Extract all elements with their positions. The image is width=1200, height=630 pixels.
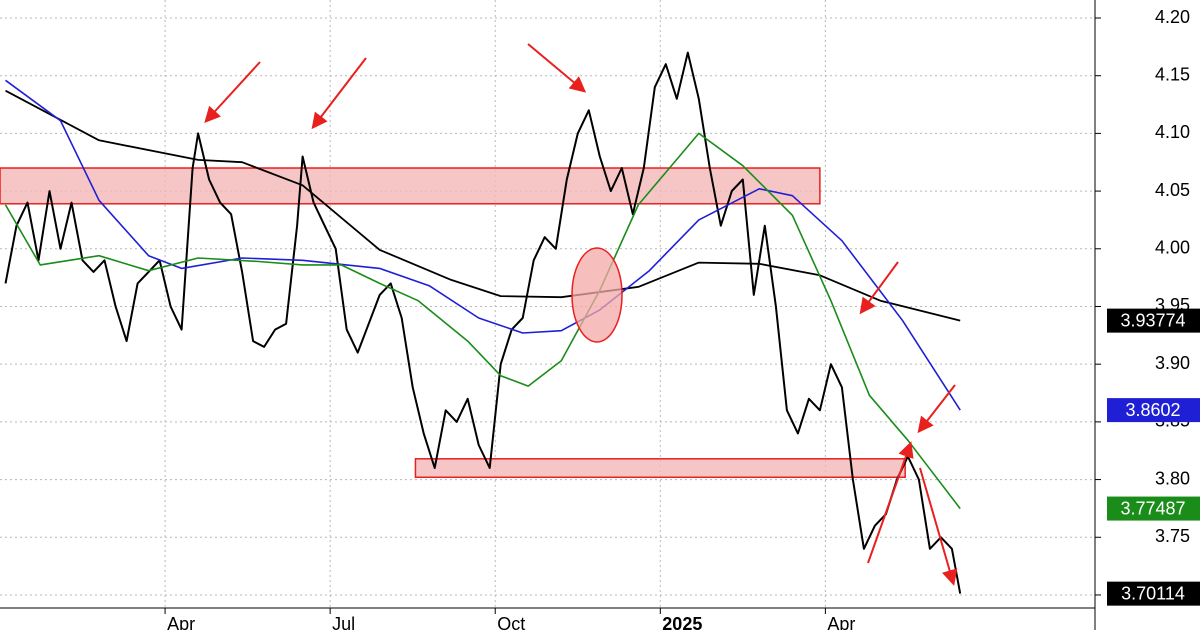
series-line xyxy=(5,79,961,411)
y-tick-label: 4.00 xyxy=(1155,238,1190,258)
lines xyxy=(4,51,962,594)
last-value-box xyxy=(1107,308,1200,333)
x-tick-label: Jul xyxy=(332,614,355,630)
last-value-label: 3.77487 xyxy=(1120,498,1185,518)
y-tick-label: 4.20 xyxy=(1155,7,1190,27)
x-tick-label: Apr xyxy=(827,614,855,630)
arrow xyxy=(917,384,956,434)
series-line xyxy=(4,51,962,594)
arrow xyxy=(867,441,914,564)
arrow xyxy=(527,43,587,93)
arrows xyxy=(204,43,958,586)
x-tick-label: 2025 xyxy=(662,614,702,630)
arrow xyxy=(859,261,899,315)
x-tick-label: Apr xyxy=(167,614,195,630)
y-tick-label: 4.05 xyxy=(1155,180,1190,200)
zones xyxy=(0,167,906,479)
y-tick-label: 3.80 xyxy=(1155,468,1190,488)
last-value-label: 3.70114 xyxy=(1121,583,1185,603)
price-zone xyxy=(0,167,821,205)
highlight-ellipse xyxy=(571,247,623,343)
series-line xyxy=(4,132,961,510)
arrow xyxy=(919,467,958,586)
series-line xyxy=(5,89,961,322)
y-tick-label: 3.90 xyxy=(1155,353,1190,373)
price-zone xyxy=(414,458,906,479)
x-tick-label: Oct xyxy=(497,614,525,630)
y-tick-label: 3.75 xyxy=(1155,526,1190,546)
last-value-label: 3.8602 xyxy=(1125,400,1180,420)
last-value-box xyxy=(1107,398,1200,423)
y-tick-label: 4.10 xyxy=(1155,122,1190,142)
axis-labels: 3.703.753.803.853.903.954.004.054.104.15… xyxy=(164,7,1200,630)
last-value-box xyxy=(1107,581,1200,606)
grid xyxy=(0,0,1095,608)
last-value-label: 3.93774 xyxy=(1120,310,1185,330)
arrow xyxy=(204,61,261,123)
y-tick-label: 4.15 xyxy=(1155,64,1190,84)
arrow xyxy=(311,57,367,130)
last-value-box xyxy=(1107,496,1200,521)
